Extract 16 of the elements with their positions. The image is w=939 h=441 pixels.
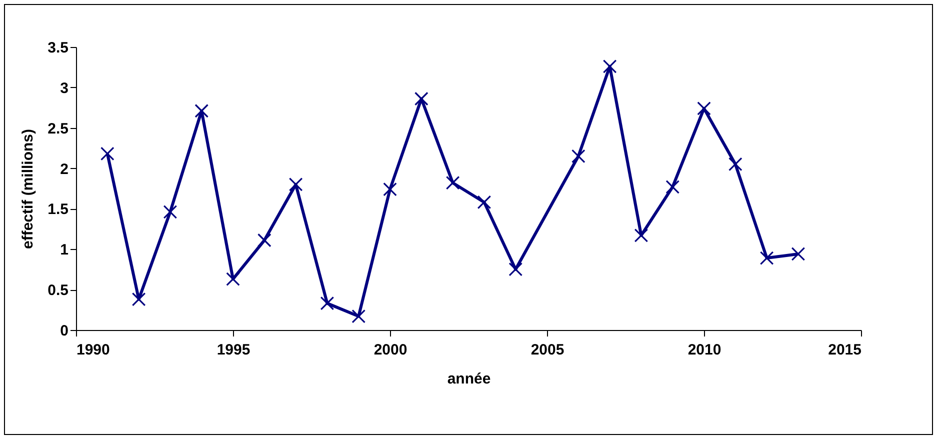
y-axis-title: effectif (millions): [20, 128, 37, 250]
x-tick-label: 2010: [688, 342, 722, 358]
x-tick-label: 2015: [828, 342, 862, 358]
x-tick-label: 2005: [530, 342, 564, 358]
y-tick-label: 2.5: [48, 120, 68, 138]
y-tick-label: 1.5: [48, 201, 68, 218]
y-tick-label: 0: [60, 322, 68, 340]
y-tick-label: 1: [60, 242, 68, 259]
x-tick-label: 2000: [374, 342, 408, 358]
y-tick-label: 2: [60, 160, 68, 178]
x-tick-label: 1990: [76, 342, 110, 358]
y-tick-label: 3.5: [48, 40, 68, 56]
y-tick-label: 3: [60, 80, 68, 97]
x-axis-title: année: [447, 370, 491, 388]
x-tick-label: 1995: [216, 342, 250, 358]
y-tick-label: 0.5: [48, 282, 68, 300]
